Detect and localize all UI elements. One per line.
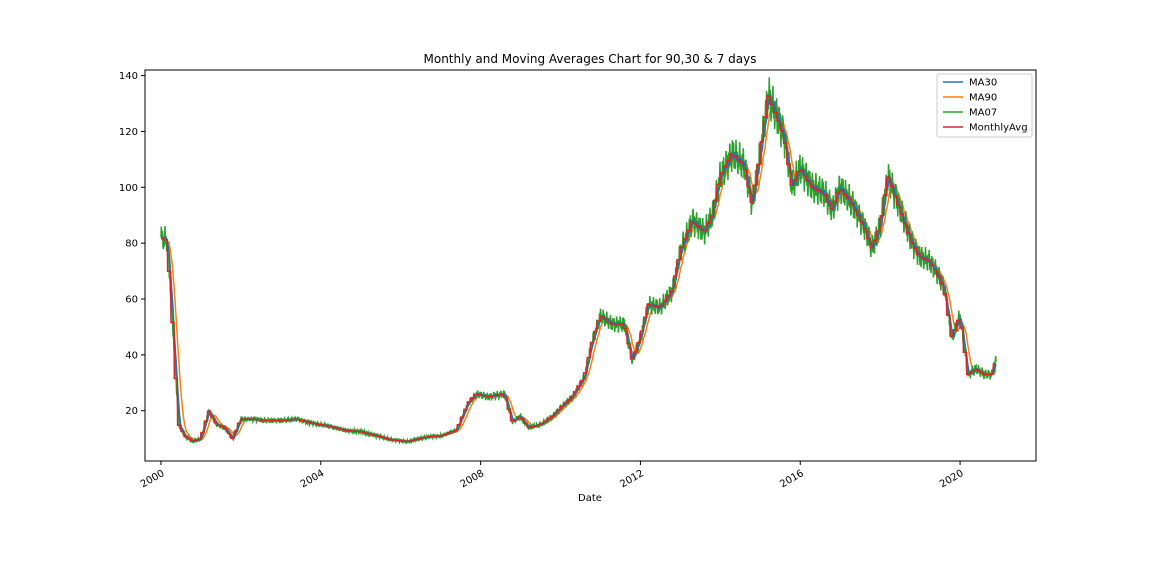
x-tick-label: 2004 xyxy=(299,468,327,490)
x-tick-label: 2012 xyxy=(618,468,646,490)
x-tick-label: 2016 xyxy=(778,468,806,490)
series-line-ma90 xyxy=(167,100,997,443)
x-axis-label: Date xyxy=(578,493,602,504)
y-axis: 20 40 60 80 100 120 140 xyxy=(119,71,145,417)
y-tick-label: 20 xyxy=(125,406,138,417)
series-line-monthlyavg xyxy=(161,95,996,443)
legend: MA30 MA90 MA07 MonthlyAvg xyxy=(936,73,1033,138)
plot-frame xyxy=(144,69,1037,462)
chart-title: Monthly and Moving Averages Chart for 90… xyxy=(424,52,757,66)
x-tick-label: 2000 xyxy=(139,468,167,490)
legend-label-monthlyavg: MonthlyAvg xyxy=(969,123,1028,134)
y-tick-label: 120 xyxy=(119,127,138,138)
y-tick-label: 60 xyxy=(125,295,138,306)
legend-label-ma30: MA30 xyxy=(969,78,997,89)
y-tick-label: 100 xyxy=(119,183,138,194)
series-layer xyxy=(160,77,997,445)
x-tick-label: 2008 xyxy=(459,468,487,490)
x-axis: 2000 2004 2008 2012 2016 2020 xyxy=(139,461,966,490)
legend-box xyxy=(936,73,1033,138)
y-tick-label: 140 xyxy=(119,71,138,82)
y-tick-label: 40 xyxy=(125,350,138,361)
y-tick-label: 80 xyxy=(125,239,138,250)
x-tick-label: 2020 xyxy=(938,468,966,490)
legend-label-ma90: MA90 xyxy=(969,93,997,104)
legend-label-ma07: MA07 xyxy=(969,108,997,119)
